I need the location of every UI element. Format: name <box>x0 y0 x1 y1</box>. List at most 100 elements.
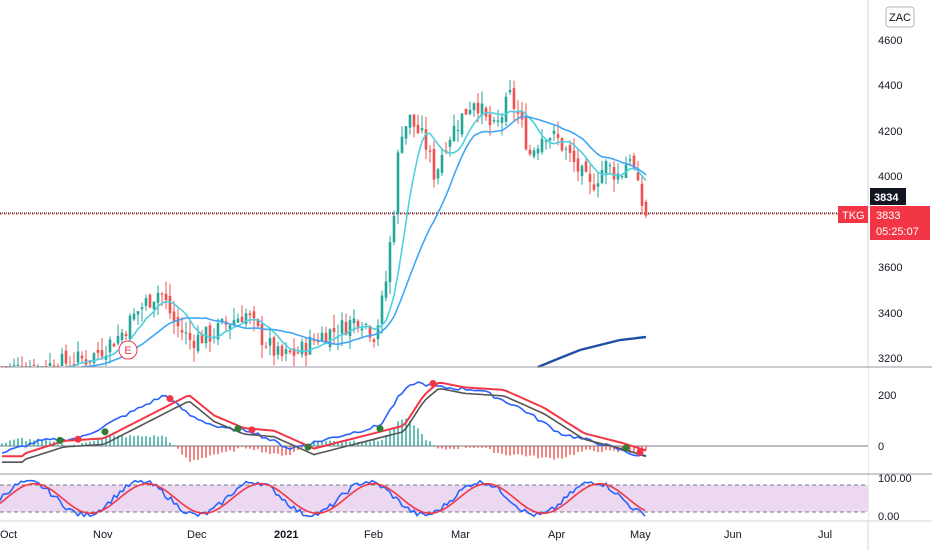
candle-body <box>92 353 96 364</box>
candle-body <box>520 111 524 120</box>
candle-body <box>16 364 20 366</box>
candle-body <box>100 350 104 357</box>
macd-cross-dot <box>376 425 384 433</box>
candle-body <box>120 332 124 341</box>
candle-body <box>244 313 248 325</box>
candle-body <box>636 172 640 181</box>
time-label: Nov <box>93 529 113 541</box>
candle-body <box>412 114 416 127</box>
candle-body <box>632 155 636 169</box>
candle-body <box>552 130 556 135</box>
candle-body <box>300 341 304 355</box>
candle-body <box>188 332 192 340</box>
candlestick-series <box>0 79 648 369</box>
candle-body <box>360 328 364 331</box>
time-axis[interactable]: Oct Nov Dec 2021 Feb Mar Apr May Jun Jul <box>0 529 832 541</box>
time-label: Apr <box>548 529 565 541</box>
candle-body <box>180 330 184 333</box>
stochastic-d-line <box>0 482 646 515</box>
candle-body <box>580 165 584 177</box>
candle-body <box>220 319 224 323</box>
time-label: Dec <box>187 529 207 541</box>
candle-body <box>616 173 620 180</box>
macd-cross-dot <box>429 379 437 387</box>
candle-body <box>468 109 472 115</box>
candle-body <box>400 136 404 153</box>
macd-cross-dot <box>636 448 644 456</box>
price-tick: 3200 <box>878 353 902 365</box>
candle-body <box>296 352 300 354</box>
macd-tick: 0 <box>878 441 884 453</box>
macd-line <box>1 381 647 457</box>
price-tick: 3600 <box>878 262 902 274</box>
candle-body <box>144 298 148 306</box>
candle-body <box>440 154 444 173</box>
candle-body <box>12 365 16 367</box>
candle-body <box>164 293 168 301</box>
stochastic-axis[interactable]: 100.00 0.00 <box>878 473 912 523</box>
candle-body <box>600 170 604 183</box>
candle-body <box>444 150 448 152</box>
candle-body <box>384 281 388 298</box>
candle-body <box>284 349 288 354</box>
countdown-timer: 05:25:07 <box>876 226 919 238</box>
symbol-price-value: 3833 <box>876 210 900 222</box>
candle-body <box>320 332 324 341</box>
price-tick: 4400 <box>878 80 902 92</box>
candle-body <box>428 150 432 152</box>
candle-body <box>116 336 120 344</box>
stochastic-tick: 100.00 <box>878 473 912 485</box>
moving-average-mid <box>81 115 647 368</box>
symbol-tag-label: TKG <box>842 210 865 222</box>
time-label: Mar <box>451 529 470 541</box>
candle-body <box>236 318 240 323</box>
candle-body <box>612 166 616 180</box>
candle-body <box>620 175 624 178</box>
candle-body <box>148 294 152 308</box>
macd-cross-dot <box>234 425 242 433</box>
candle-body <box>460 113 464 135</box>
earnings-label: E <box>124 345 131 357</box>
candle-body <box>292 348 296 356</box>
candle-body <box>168 295 172 314</box>
candle-body <box>136 311 140 315</box>
price-axis[interactable]: 4600 4400 4200 4000 3600 3400 3200 <box>878 35 902 365</box>
candle-body <box>128 315 132 340</box>
candle-body <box>140 307 144 310</box>
currency-button[interactable]: ZAC <box>885 6 915 28</box>
candle-body <box>248 313 252 316</box>
candle-body <box>132 313 136 320</box>
candle-body <box>540 138 544 153</box>
candle-body <box>536 148 540 154</box>
candle-body <box>76 351 80 363</box>
candle-body <box>496 120 500 123</box>
candle-body <box>228 325 232 329</box>
candle-body <box>592 184 596 190</box>
candle-body <box>200 334 204 344</box>
time-label: Oct <box>0 529 17 541</box>
candle-body <box>344 321 348 335</box>
candle-body <box>80 355 84 359</box>
candle-body <box>216 323 220 340</box>
candle-body <box>448 139 452 147</box>
symbol-price-tag: TKG 3833 05:25:07 <box>838 206 930 240</box>
candle-body <box>572 150 576 162</box>
macd-cross-dot <box>101 428 109 436</box>
candle-body <box>260 324 264 346</box>
candle-body <box>404 126 408 139</box>
candle-body <box>160 293 164 295</box>
candle-body <box>504 96 508 122</box>
candle-body <box>416 124 420 134</box>
candle-body <box>532 150 536 157</box>
macd-axis[interactable]: 200 0 <box>878 390 896 453</box>
candle-body <box>484 107 488 117</box>
candle-body <box>628 159 632 161</box>
candle-body <box>476 102 480 114</box>
candle-body <box>172 311 176 322</box>
time-label: May <box>630 529 651 541</box>
candle-body <box>528 149 532 155</box>
earnings-marker[interactable]: E <box>118 340 138 360</box>
candle-body <box>376 325 380 340</box>
time-label: Jun <box>724 529 742 541</box>
